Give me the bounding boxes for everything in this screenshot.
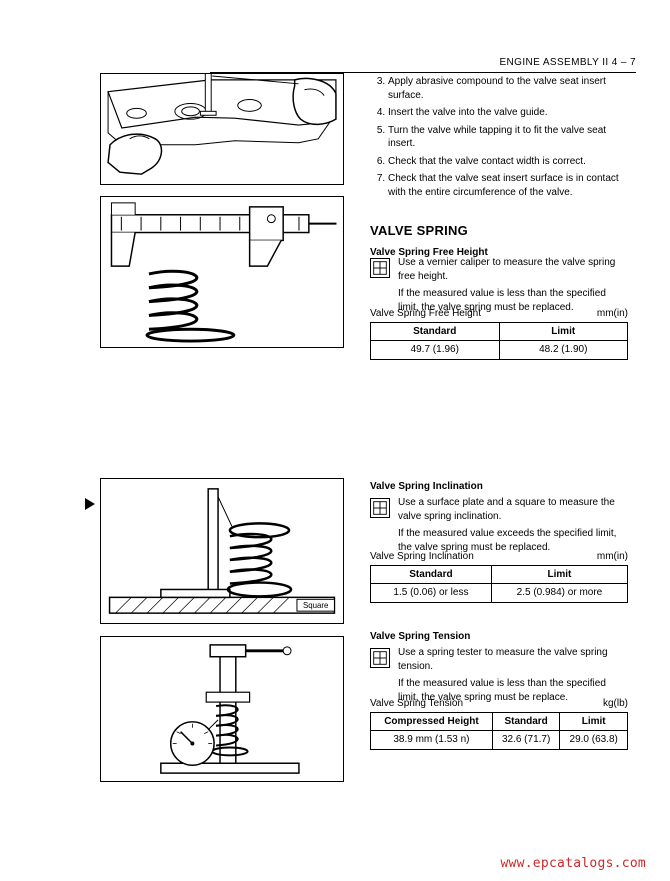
- inclination-table: Standard Limit 1.5 (0.06) or less 2.5 (0…: [370, 565, 628, 603]
- inclination-unit: mm(in): [597, 550, 628, 564]
- inclination-table-wrap: Valve Spring Inclination mm(in) Standard…: [370, 550, 628, 603]
- inc-val-lim: 2.5 (0.984) or more: [491, 584, 627, 603]
- t-val-std: 32.6 (71.7): [492, 731, 560, 750]
- tension-p1: Use a spring tester to measure the valve…: [398, 646, 628, 673]
- header-title: ENGINE ASSEMBLY II 4 – 7: [499, 57, 636, 68]
- free-height-p1: Use a vernier caliper to measure the val…: [398, 256, 628, 283]
- tension-title: Valve Spring Tension: [370, 630, 628, 644]
- t-col-ch: Compressed Height: [371, 712, 493, 731]
- figure-valve-lapping: [100, 73, 344, 185]
- step-item: Apply abrasive compound to the valve sea…: [388, 75, 628, 102]
- step-item: Turn the valve while tapping it to fit t…: [388, 124, 628, 151]
- page-header: ENGINE ASSEMBLY II 4 – 7: [210, 56, 636, 73]
- free-height-unit: mm(in): [597, 307, 628, 321]
- measure-icon: [370, 498, 390, 518]
- square-label: Square: [303, 601, 329, 610]
- tension-block: Valve Spring Tension: [370, 630, 628, 646]
- measure-icon: [370, 648, 390, 668]
- tension-table: Compressed Height Standard Limit 38.9 mm…: [370, 712, 628, 750]
- step-item: Check that the valve contact width is co…: [388, 155, 628, 169]
- t-val-lim: 29.0 (63.8): [560, 731, 628, 750]
- margin-arrow-icon: [85, 498, 95, 510]
- t-col-lim: Limit: [560, 712, 628, 731]
- fh-val-lim: 48.2 (1.90): [499, 341, 628, 360]
- free-height-table-label: Valve Spring Free Height: [370, 307, 481, 321]
- tension-table-wrap: Valve Spring Tension kg(lb) Compressed H…: [370, 697, 628, 750]
- t-col-std: Standard: [492, 712, 560, 731]
- tension-unit: kg(lb): [603, 697, 628, 711]
- free-height-body: Use a vernier caliper to measure the val…: [398, 256, 628, 314]
- inclination-block: Valve Spring Inclination: [370, 480, 628, 496]
- page: ENGINE ASSEMBLY II 4 – 7: [0, 0, 670, 881]
- inclination-table-label: Valve Spring Inclination: [370, 550, 474, 564]
- inc-val-std: 1.5 (0.06) or less: [371, 584, 492, 603]
- figure-inclination: Square: [100, 478, 344, 624]
- steps-list: Apply abrasive compound to the valve sea…: [370, 75, 628, 199]
- figure-vernier-spring: [100, 196, 344, 348]
- inc-col-std: Standard: [371, 565, 492, 584]
- section-title: VALVE SPRING: [370, 222, 628, 240]
- fh-col-lim: Limit: [499, 322, 628, 341]
- inclination-p1: Use a surface plate and a square to meas…: [398, 496, 628, 523]
- free-height-table-wrap: Valve Spring Free Height mm(in) Standard…: [370, 307, 628, 360]
- figure-spring-tester: [100, 636, 344, 782]
- watermark: www.epcatalogs.com: [500, 855, 646, 873]
- step-item: Insert the valve into the valve guide.: [388, 106, 628, 120]
- free-height-table: Standard Limit 49.7 (1.96) 48.2 (1.90): [370, 322, 628, 360]
- inclination-title: Valve Spring Inclination: [370, 480, 628, 494]
- fh-val-std: 49.7 (1.96): [371, 341, 500, 360]
- steps-block: Apply abrasive compound to the valve sea…: [370, 75, 628, 203]
- fh-col-std: Standard: [371, 322, 500, 341]
- measure-icon: [370, 258, 390, 278]
- tension-table-label: Valve Spring Tension: [370, 697, 463, 711]
- t-val-ch: 38.9 mm (1.53 n): [371, 731, 493, 750]
- step-item: Check that the valve seat insert surface…: [388, 172, 628, 199]
- inc-col-lim: Limit: [491, 565, 627, 584]
